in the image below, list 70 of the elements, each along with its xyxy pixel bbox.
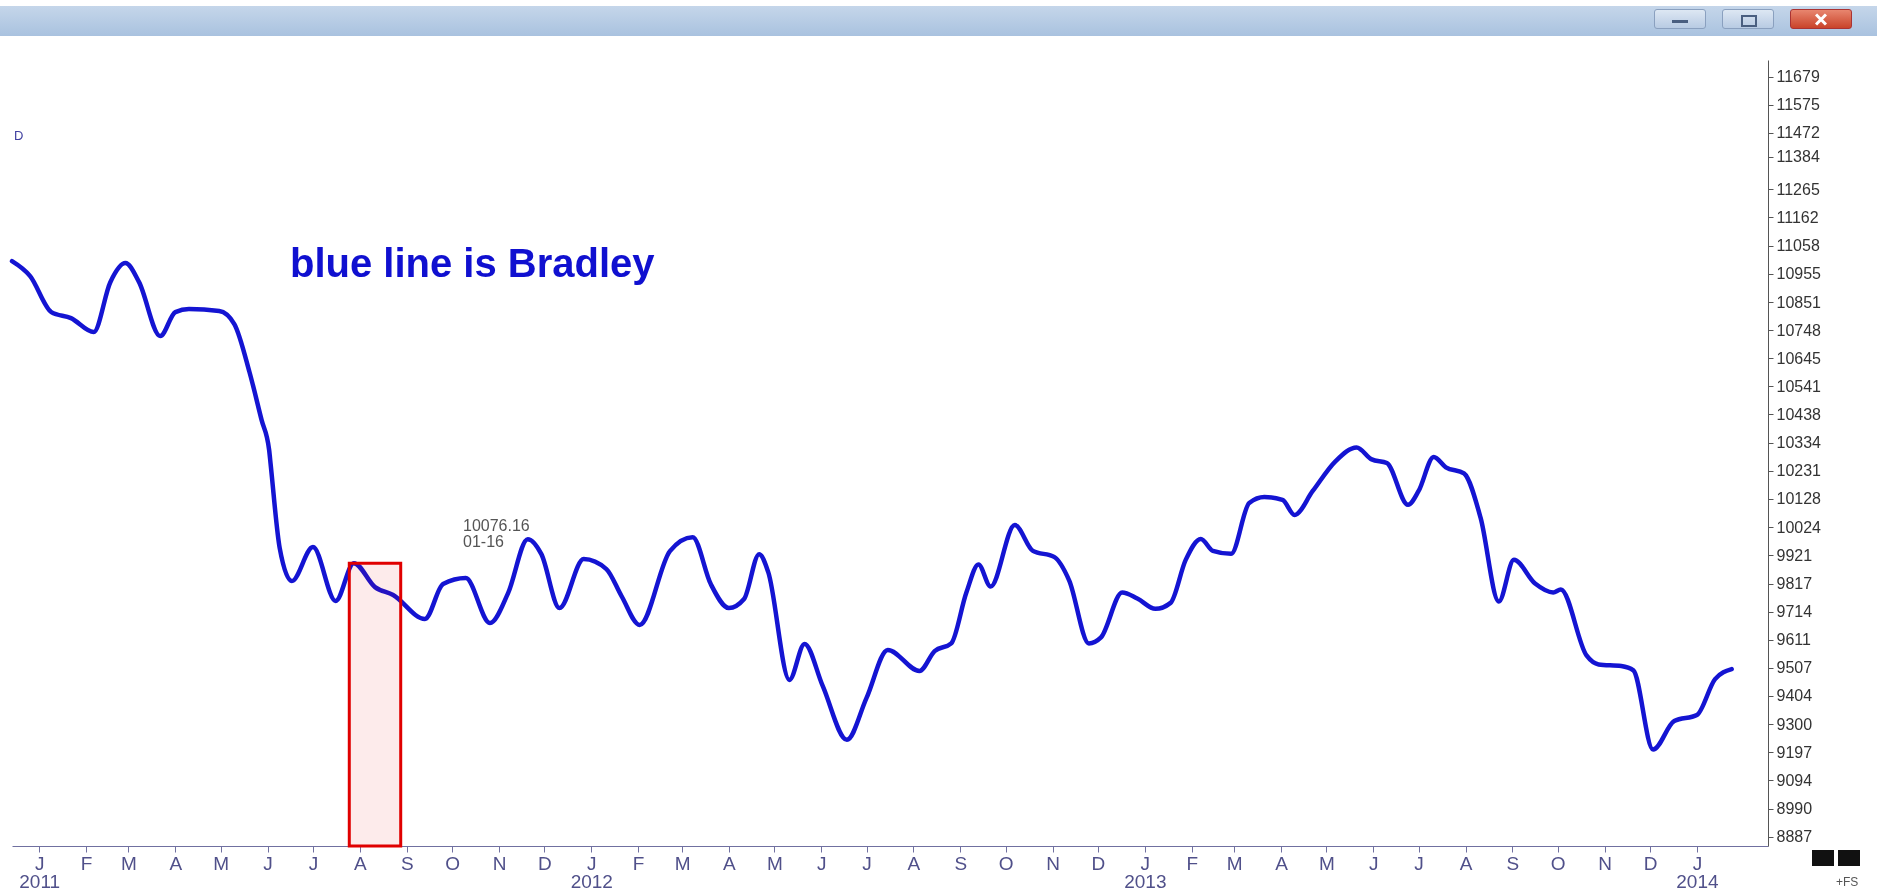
y-tick-label: 8887 [1776,828,1813,846]
x-tick-label: J [1368,852,1379,874]
y-tick-label: 9404 [1776,687,1813,705]
x-tick-label: M [121,852,137,874]
annotation: D [14,128,24,143]
x-tick-label: J [1414,852,1424,874]
x-tick-label: A [1275,852,1289,874]
x-tick-label: J [263,852,273,874]
y-tick-label: 10438 [1776,405,1822,423]
x-tick-label: J 2013 [1124,852,1167,888]
x-tick-label: A [907,852,921,874]
x-tick-label: N [492,852,507,874]
y-tick-label: 10128 [1776,490,1822,508]
x-tick-label: A [354,852,368,874]
x-tick-label: J [816,852,827,874]
x-tick-label: S [1506,852,1520,874]
x-tick-label: S [400,852,414,874]
x-tick-label: J [308,852,319,874]
x-tick-label: J 2012 [570,852,613,888]
y-tick-label: 11679 [1776,68,1820,86]
x-tick-label: M [1226,852,1243,874]
y-tick-label: 10748 [1776,321,1822,339]
text: +FS [1836,875,1859,888]
x-tick-label: J 2011 [19,852,61,888]
x-tick-label: A [723,852,737,874]
y-tick-label: 11265 [1776,180,1820,198]
x-tick-label: N [1598,852,1613,874]
x-tick-label: M [1318,852,1335,874]
x-tick-label: D [1091,852,1106,874]
y-tick-label: 9817 [1776,575,1813,593]
y-tick-label: 9714 [1776,603,1813,621]
y-tick-label: 9611 [1776,631,1812,649]
x-tick-label: N [1046,852,1060,874]
y-tick-label: 9300 [1776,715,1813,733]
y-tick-label: 11384 [1776,148,1820,166]
y-tick-label: 9197 [1776,743,1813,761]
text: blue line is Bradley [290,241,656,285]
y-tick-label: 10231 [1776,462,1822,480]
x-tick-label: F [80,852,93,874]
annotation: 01-16 [463,533,505,550]
y-tick-label: 10541 [1776,377,1822,395]
x-tick-label: O [445,852,461,874]
x-tick-label: D [1643,852,1658,874]
x-tick-label: J [862,852,872,874]
y-tick-label: 10955 [1776,265,1822,283]
x-tick-label: D [538,852,552,874]
x-tick-label: O [1550,852,1566,874]
x-tick-label: J 2014 [1676,852,1719,888]
x-tick-label: M [674,852,691,874]
x-tick-label: F [1186,852,1199,874]
y-tick-label: 9507 [1776,659,1813,677]
y-tick-label: 10334 [1776,434,1822,452]
y-tick-label: 10024 [1776,518,1822,536]
y-tick-label: 9094 [1776,771,1813,789]
x-tick-label: M [766,852,783,874]
y-tick-label: 11058 [1776,237,1820,255]
y-tick-label: 11575 [1776,96,1820,114]
x-tick-label: S [954,852,968,874]
x-tick-label: M [213,852,230,874]
x-tick-label: A [169,852,183,874]
x-tick-label: O [998,852,1014,874]
y-tick-label: 11162 [1776,208,1819,226]
x-tick-label: A [1459,852,1473,874]
y-tick-label: 11472 [1776,124,1820,142]
x-tick-label: F [632,852,645,874]
annotation: 10076.16 [463,517,530,534]
y-tick-label: 10645 [1776,349,1822,367]
y-tick-label: 8990 [1776,800,1813,818]
y-tick-label: 9921 [1776,546,1813,564]
y-tick-label: 10851 [1776,293,1822,311]
